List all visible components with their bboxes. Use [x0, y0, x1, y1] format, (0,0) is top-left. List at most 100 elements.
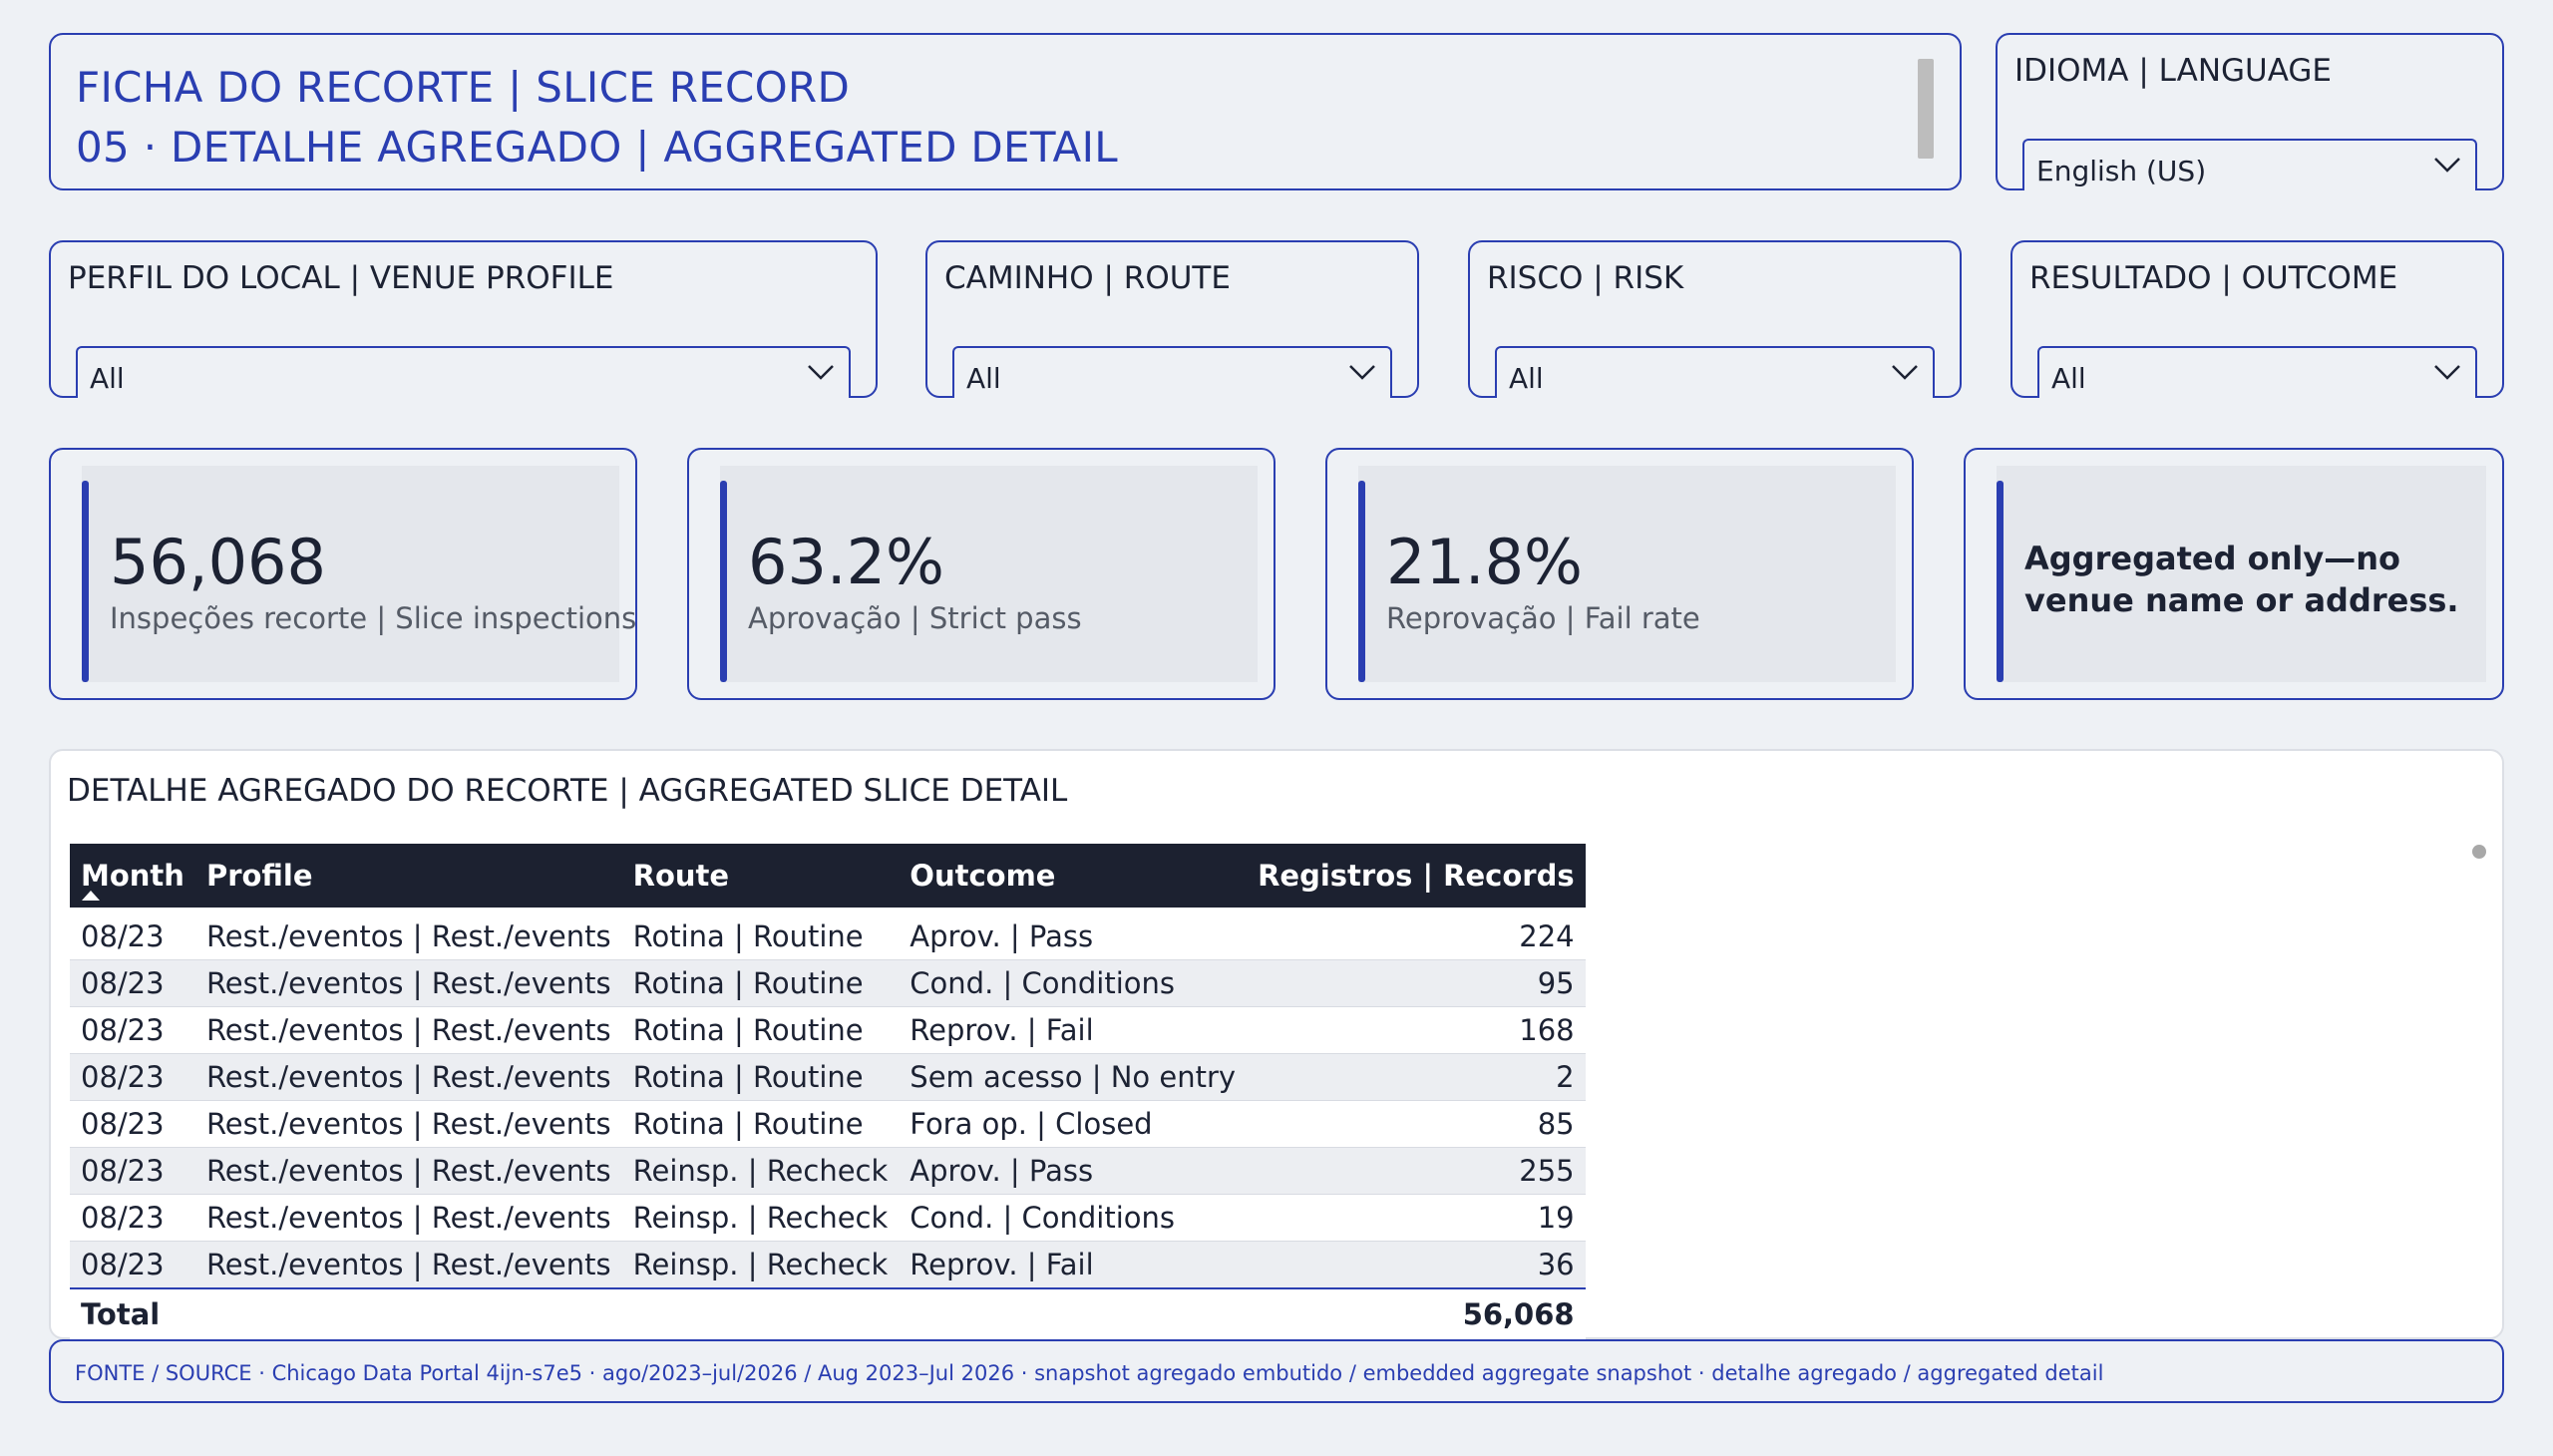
cell-records: 36	[1247, 1241, 1586, 1289]
cell-outcome: Reprov. | Fail	[899, 1006, 1248, 1054]
cell-route: Reinsp. | Recheck	[621, 1194, 900, 1242]
kpi-panel: 63.2% Aprovação | Strict pass	[720, 466, 1258, 682]
column-header-month[interactable]: Month	[70, 844, 195, 908]
risk-slicer: RISCO | RISK All	[1468, 240, 1962, 398]
sort-ascending-icon	[82, 891, 100, 901]
cell-profile: Rest./eventos | Rest./events	[194, 1194, 622, 1242]
kpi-privacy-note: Aggregated only—no venue name or address…	[1964, 448, 2504, 700]
cell-month: 08/23	[70, 1006, 195, 1054]
venue-profile-slicer: PERFIL DO LOCAL | VENUE PROFILE All	[49, 240, 878, 398]
cell-route: Rotina | Routine	[621, 908, 900, 960]
table-row[interactable]: 08/23 Rest./eventos | Rest./events Rotin…	[70, 1006, 1586, 1054]
table-total-row: Total 56,068	[70, 1287, 1586, 1339]
kpi-accent-bar	[1997, 481, 2004, 682]
kpi-strict-pass: 63.2% Aprovação | Strict pass	[687, 448, 1276, 700]
outcome-value: All	[2051, 362, 2086, 395]
kpi-panel: Aggregated only—no venue name or address…	[1997, 466, 2486, 682]
column-header-route[interactable]: Route	[621, 844, 900, 908]
cell-month: 08/23	[70, 908, 195, 960]
cell-outcome: Cond. | Conditions	[899, 1194, 1248, 1242]
cell-route: Rotina | Routine	[621, 1053, 900, 1101]
table-row[interactable]: 08/23 Rest./eventos | Rest./events Rotin…	[70, 959, 1586, 1007]
kpi-value: 21.8%	[1386, 526, 1583, 598]
table-row[interactable]: 08/23 Rest./eventos | Rest./events Reins…	[70, 1147, 1586, 1195]
route-slicer: CAMINHO | ROUTE All	[925, 240, 1419, 398]
risk-label: RISCO | RISK	[1487, 260, 1684, 296]
title-card: FICHA DO RECORTE | SLICE RECORD 05 · DET…	[49, 33, 1962, 190]
cell-month: 08/23	[70, 1147, 195, 1195]
cell-outcome: Aprov. | Pass	[899, 908, 1248, 960]
table-row[interactable]: 08/23 Rest./eventos | Rest./events Reins…	[70, 1241, 1586, 1289]
kpi-label: Inspeções recorte | Slice inspections	[110, 601, 637, 635]
source-text: FONTE / SOURCE · Chicago Data Portal 4ij…	[75, 1361, 2104, 1385]
kpi-panel: 56,068 Inspeções recorte | Slice inspect…	[82, 466, 636, 682]
cell-profile: Rest./eventos | Rest./events	[194, 1053, 622, 1101]
column-header-label: Outcome	[910, 859, 1056, 893]
page-title: FICHA DO RECORTE | SLICE RECORD	[76, 63, 851, 112]
chevron-down-icon	[2434, 365, 2460, 380]
kpi-panel: 21.8% Reprovação | Fail rate	[1358, 466, 1896, 682]
chevron-down-icon	[808, 365, 834, 380]
kpi-slice-inspections: 56,068 Inspeções recorte | Slice inspect…	[49, 448, 637, 700]
language-dropdown[interactable]: English (US)	[2022, 139, 2477, 190]
cell-profile: Rest./eventos | Rest./events	[194, 959, 622, 1007]
table-scrollbar[interactable]	[2472, 845, 2486, 859]
cell-profile: Rest./eventos | Rest./events	[194, 1147, 622, 1195]
cell-outcome: Sem acesso | No entry	[899, 1053, 1248, 1101]
language-value: English (US)	[2036, 155, 2207, 187]
kpi-fail-rate: 21.8% Reprovação | Fail rate	[1325, 448, 1914, 700]
kpi-accent-bar	[82, 481, 89, 682]
venue-profile-value: All	[90, 362, 125, 395]
column-header-label: Registros | Records	[1258, 859, 1575, 893]
title-scrollbar[interactable]	[1918, 59, 1934, 159]
column-header-records[interactable]: Registros | Records	[1247, 844, 1586, 908]
cell-records: 95	[1247, 959, 1586, 1007]
risk-value: All	[1509, 362, 1544, 395]
cell-records: 2	[1247, 1053, 1586, 1101]
cell-route: Rotina | Routine	[621, 959, 900, 1007]
source-footer: FONTE / SOURCE · Chicago Data Portal 4ij…	[49, 1339, 2504, 1403]
column-header-profile[interactable]: Profile	[194, 844, 622, 908]
cell-month: 08/23	[70, 1100, 195, 1148]
table-row[interactable]: 08/23 Rest./eventos | Rest./events Rotin…	[70, 1053, 1586, 1101]
cell-route: Rotina | Routine	[621, 1100, 900, 1148]
kpi-label: Reprovação | Fail rate	[1386, 601, 1700, 635]
kpi-value: 63.2%	[748, 526, 944, 598]
risk-dropdown[interactable]: All	[1495, 346, 1935, 398]
outcome-dropdown[interactable]: All	[2037, 346, 2477, 398]
cell-outcome: Fora op. | Closed	[899, 1100, 1248, 1148]
cell-records: 255	[1247, 1147, 1586, 1195]
table-row[interactable]: 08/23 Rest./eventos | Rest./events Rotin…	[70, 1100, 1586, 1148]
kpi-accent-bar	[1358, 481, 1365, 682]
kpi-label: Aprovação | Strict pass	[748, 601, 1082, 635]
cell-outcome: Reprov. | Fail	[899, 1241, 1248, 1289]
route-dropdown[interactable]: All	[952, 346, 1392, 398]
page-subtitle: 05 · DETALHE AGREGADO | AGGREGATED DETAI…	[76, 123, 1118, 172]
cell-month: 08/23	[70, 1194, 195, 1242]
total-value: 56,068	[1247, 1287, 1586, 1339]
route-label: CAMINHO | ROUTE	[944, 260, 1231, 296]
kpi-accent-bar	[720, 481, 727, 682]
venue-profile-label: PERFIL DO LOCAL | VENUE PROFILE	[68, 260, 614, 296]
cell-outcome: Cond. | Conditions	[899, 959, 1248, 1007]
column-header-label: Route	[632, 859, 730, 893]
kpi-value: 56,068	[110, 526, 326, 598]
table-title: DETALHE AGREGADO DO RECORTE | AGGREGATED…	[67, 773, 1068, 809]
cell-route: Reinsp. | Recheck	[621, 1241, 900, 1289]
cell-outcome: Aprov. | Pass	[899, 1147, 1248, 1195]
cell-profile: Rest./eventos | Rest./events	[194, 1100, 622, 1148]
language-label: IDIOMA | LANGUAGE	[2014, 53, 2333, 89]
column-header-outcome[interactable]: Outcome	[899, 844, 1248, 908]
venue-profile-dropdown[interactable]: All	[76, 346, 851, 398]
column-header-label: Month	[81, 859, 184, 893]
chevron-down-icon	[2434, 158, 2460, 173]
table-row[interactable]: 08/23 Rest./eventos | Rest./events Rotin…	[70, 908, 1586, 960]
cell-records: 85	[1247, 1100, 1586, 1148]
chevron-down-icon	[1892, 365, 1918, 380]
language-slicer: IDIOMA | LANGUAGE English (US)	[1996, 33, 2504, 190]
chevron-down-icon	[1349, 365, 1375, 380]
table-row[interactable]: 08/23 Rest./eventos | Rest./events Reins…	[70, 1194, 1586, 1242]
cell-records: 224	[1247, 908, 1586, 960]
privacy-note-text: Aggregated only—no venue name or address…	[2024, 540, 2459, 619]
total-label: Total	[70, 1287, 1248, 1339]
